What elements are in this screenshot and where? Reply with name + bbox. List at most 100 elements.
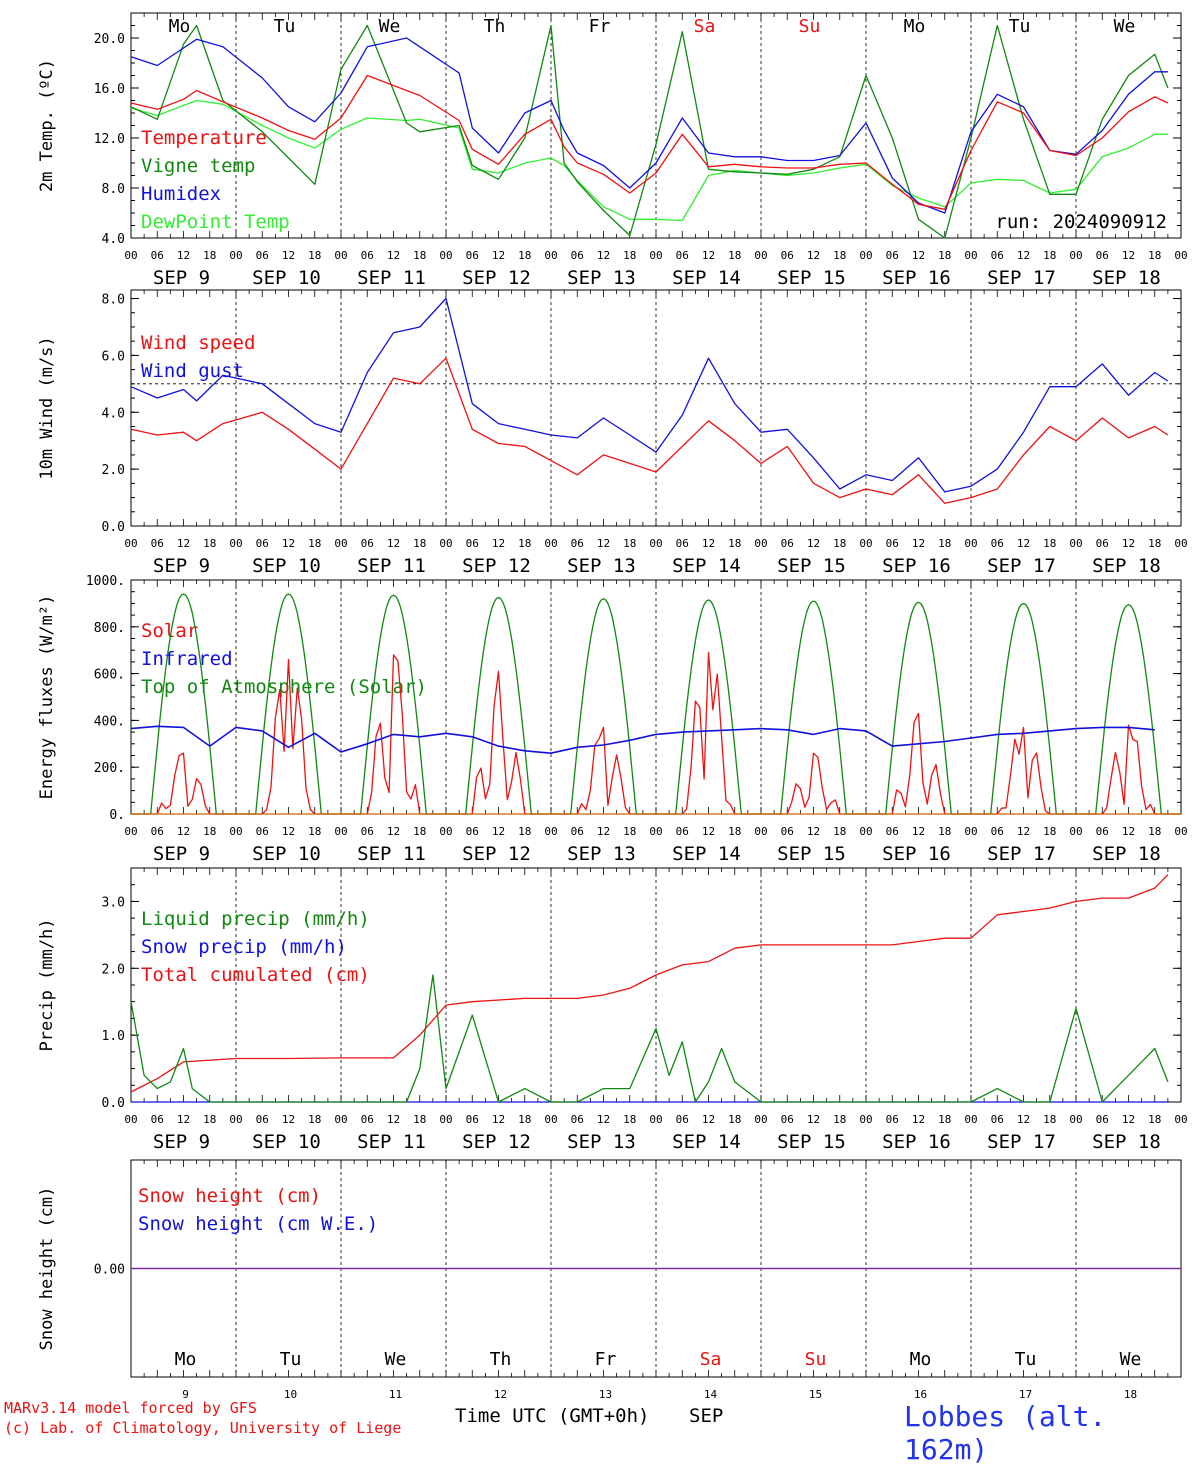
hour-label: 18 bbox=[308, 825, 321, 838]
series-line-dewpoint-temp bbox=[130, 99, 1168, 222]
y-tick-label: 16.0 bbox=[94, 82, 125, 97]
hour-label: 06 bbox=[151, 825, 164, 838]
hour-label: 00 bbox=[229, 249, 242, 262]
hour-label: 12 bbox=[597, 825, 610, 838]
y-tick-label: 600. bbox=[94, 668, 125, 683]
legend-entry: Top of Atmosphere (Solar) bbox=[141, 676, 427, 698]
hour-label: 18 bbox=[1148, 825, 1161, 838]
hour-label: 06 bbox=[571, 825, 584, 838]
hour-label: 12 bbox=[1122, 249, 1135, 262]
day-number-label: 9 bbox=[182, 1388, 189, 1401]
hour-label: 18 bbox=[728, 537, 741, 550]
hour-label: 06 bbox=[466, 1113, 479, 1126]
date-label: SEP 10 bbox=[252, 843, 321, 865]
hour-label: 06 bbox=[886, 537, 899, 550]
date-label: SEP 18 bbox=[1092, 843, 1161, 865]
hour-label: 12 bbox=[387, 825, 400, 838]
toa-solar-line bbox=[341, 594, 446, 815]
solar-line bbox=[446, 670, 551, 815]
day-number-label: 16 bbox=[914, 1388, 927, 1401]
hour-label: 12 bbox=[1122, 825, 1135, 838]
hour-label: 00 bbox=[754, 249, 767, 262]
day-name-label: Tu bbox=[1015, 1349, 1037, 1370]
date-label: SEP 18 bbox=[1092, 555, 1161, 577]
hour-label: 18 bbox=[413, 825, 426, 838]
hour-label: 06 bbox=[1096, 249, 1109, 262]
date-label: SEP 17 bbox=[987, 555, 1056, 577]
date-label: SEP 13 bbox=[567, 1131, 636, 1153]
hour-label: 06 bbox=[256, 249, 269, 262]
hour-label: 18 bbox=[728, 1113, 741, 1126]
day-name-label: Su bbox=[799, 16, 821, 37]
hour-label: 06 bbox=[991, 537, 1004, 550]
date-label: SEP 14 bbox=[672, 1131, 741, 1153]
solar-line bbox=[971, 726, 1076, 815]
hour-label: 18 bbox=[728, 249, 741, 262]
hour-label: 12 bbox=[177, 249, 190, 262]
hour-label: 18 bbox=[1043, 537, 1056, 550]
toa-solar-line bbox=[1076, 603, 1181, 815]
hour-label: 18 bbox=[518, 249, 531, 262]
date-label: SEP 11 bbox=[357, 267, 426, 289]
hour-label: 18 bbox=[308, 249, 321, 262]
date-label: SEP 10 bbox=[252, 1131, 321, 1153]
y-tick-label: 3.0 bbox=[102, 895, 125, 910]
hour-label: 00 bbox=[1174, 249, 1187, 262]
date-label: SEP 15 bbox=[777, 267, 846, 289]
y-tick-label: 4.0 bbox=[102, 232, 125, 247]
x-axis-title: Time UTC (GMT+0h) bbox=[455, 1405, 650, 1427]
hour-label: 06 bbox=[151, 1113, 164, 1126]
hour-label: 06 bbox=[991, 1113, 1004, 1126]
hour-label: 12 bbox=[912, 1113, 925, 1126]
date-label: SEP 12 bbox=[462, 1131, 531, 1153]
hour-label: 00 bbox=[1069, 825, 1082, 838]
day-name-label: We bbox=[385, 1349, 407, 1370]
hour-label: 06 bbox=[256, 537, 269, 550]
hour-label: 12 bbox=[912, 249, 925, 262]
date-label: SEP 12 bbox=[462, 267, 531, 289]
hour-label: 06 bbox=[886, 249, 899, 262]
hour-label: 12 bbox=[492, 537, 505, 550]
date-label: SEP 14 bbox=[672, 555, 741, 577]
day-name-label: Mo bbox=[910, 1349, 932, 1370]
hour-label: 12 bbox=[492, 825, 505, 838]
hour-label: 12 bbox=[492, 1113, 505, 1126]
hour-label: 18 bbox=[1043, 825, 1056, 838]
hour-label: 12 bbox=[177, 537, 190, 550]
legend-entry: Liquid precip (mm/h) bbox=[141, 908, 370, 930]
hour-label: 18 bbox=[938, 537, 951, 550]
y-tick-label: 20.0 bbox=[94, 32, 125, 47]
legend-entry: DewPoint Temp bbox=[141, 211, 290, 233]
day-name-label: We bbox=[1120, 1349, 1142, 1370]
date-label: SEP 15 bbox=[777, 843, 846, 865]
hour-label: 18 bbox=[833, 249, 846, 262]
y-tick-label: 0.0 bbox=[102, 1096, 125, 1111]
toa-solar-line bbox=[551, 598, 656, 815]
hour-label: 00 bbox=[649, 249, 662, 262]
hour-label: 12 bbox=[177, 1113, 190, 1126]
hour-label: 12 bbox=[1017, 249, 1030, 262]
date-label: SEP 13 bbox=[567, 267, 636, 289]
hour-label: 00 bbox=[439, 1113, 452, 1126]
series-line-liquid-precip-mm-h- bbox=[130, 974, 1169, 1103]
y-tick-label: 0.00 bbox=[94, 1263, 125, 1278]
hour-label: 06 bbox=[571, 1113, 584, 1126]
date-label: SEP 11 bbox=[357, 555, 426, 577]
hour-label: 12 bbox=[912, 537, 925, 550]
legend-entry: Solar bbox=[141, 620, 198, 642]
date-label: SEP 18 bbox=[1092, 267, 1161, 289]
hour-label: 00 bbox=[544, 249, 557, 262]
day-name-label: We bbox=[1114, 16, 1136, 37]
hour-label: 18 bbox=[518, 1113, 531, 1126]
hour-label: 06 bbox=[466, 825, 479, 838]
y-axis-label: 10m Wind (m/s) bbox=[37, 336, 57, 479]
hour-label: 18 bbox=[413, 537, 426, 550]
hour-label: 18 bbox=[728, 825, 741, 838]
series-line-total-cumulated-cm- bbox=[130, 874, 1169, 1093]
date-label: SEP 12 bbox=[462, 843, 531, 865]
date-label: SEP 17 bbox=[987, 267, 1056, 289]
hour-label: 00 bbox=[1069, 249, 1082, 262]
hour-label: 18 bbox=[1043, 1113, 1056, 1126]
day-number-label: 11 bbox=[389, 1388, 402, 1401]
hour-label: 00 bbox=[754, 537, 767, 550]
